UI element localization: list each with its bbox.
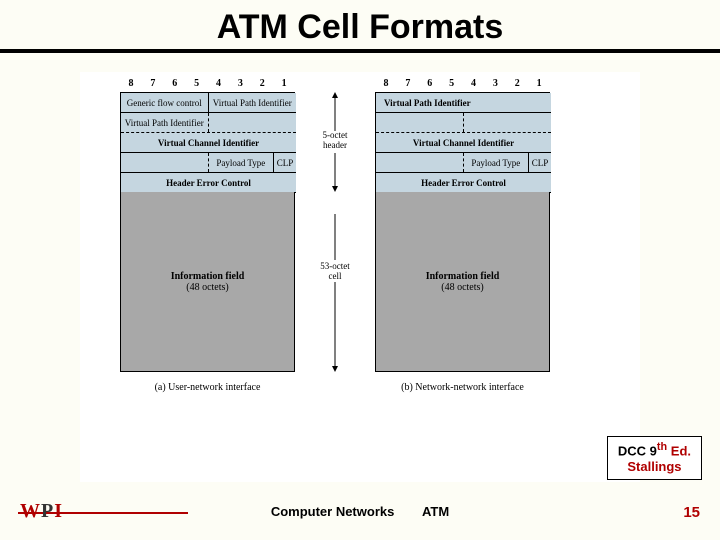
footer: WPI Computer Networks ATM 15: [0, 504, 720, 528]
bit-label: 2: [251, 78, 273, 89]
bit-label: 3: [229, 78, 251, 89]
info-field-label: Information field: [171, 271, 245, 282]
bit-label: 1: [528, 78, 550, 89]
reference-box: DCC 9th Ed. Stallings: [607, 436, 702, 480]
info-field-sub: (48 octets): [186, 282, 229, 293]
ref-text-a: DCC 9: [618, 444, 657, 459]
bit-label: 6: [164, 78, 186, 89]
bit-label: 4: [463, 78, 485, 89]
bit-label: 7: [142, 78, 164, 89]
info-field-sub: (48 octets): [441, 282, 484, 293]
bit-label: 1: [273, 78, 295, 89]
bit-label: 5: [441, 78, 463, 89]
cell-field: Virtual Path Identifier: [121, 113, 209, 132]
cell-field: Virtual Path Identifier: [209, 93, 297, 112]
dimension-label: 5-octet header: [313, 131, 357, 151]
cell-field: Generic flow control: [121, 93, 209, 112]
cell-header-block: Generic flow control Virtual Path Identi…: [120, 92, 295, 193]
cell-header-block: Virtual Path Identifier Virtual Channel …: [375, 92, 550, 193]
cell-field: Header Error Control: [121, 173, 296, 193]
cell-field: Virtual Channel Identifier: [376, 133, 551, 153]
info-field: Information field (48 octets): [120, 192, 295, 372]
cell-caption: (a) User-network interface: [120, 382, 295, 393]
cell-field: Payload Type: [209, 153, 275, 172]
cell-field: Virtual Path Identifier: [376, 93, 551, 113]
cell-caption: (b) Network-network interface: [375, 382, 550, 393]
cell-field: [464, 113, 552, 132]
bit-label: 6: [419, 78, 441, 89]
cell-field: Payload Type: [464, 153, 530, 172]
bit-label: 4: [208, 78, 230, 89]
ref-text-b: Ed.: [667, 444, 691, 459]
diagram-area: 87654321 Generic flow control Virtual Pa…: [80, 72, 640, 482]
info-field: Information field (48 octets): [375, 192, 550, 372]
slide-title: ATM Cell Formats: [0, 8, 720, 47]
cell-field: [376, 153, 464, 172]
footer-course: Computer Networks: [271, 504, 395, 519]
cell-field: [121, 153, 209, 172]
cell-field: Virtual Channel Identifier: [121, 133, 296, 153]
cell-field: Header Error Control: [376, 173, 551, 193]
page-number: 15: [683, 504, 700, 521]
ref-author: Stallings: [618, 459, 691, 475]
title-underline: [0, 49, 720, 53]
info-field-label: Information field: [426, 271, 500, 282]
bit-label: 3: [484, 78, 506, 89]
cell-field: CLP: [529, 153, 551, 172]
dimension-label: 53-octetcell: [313, 262, 357, 282]
title-region: ATM Cell Formats: [0, 0, 720, 49]
bit-label: 5: [186, 78, 208, 89]
cell-field: [209, 113, 297, 132]
cell-field: CLP: [274, 153, 296, 172]
cell-field: [376, 113, 464, 132]
ref-sup: th: [657, 441, 667, 453]
bit-label: 8: [120, 78, 142, 89]
footer-topic: ATM: [422, 504, 449, 519]
bit-label: 2: [506, 78, 528, 89]
footer-center: Computer Networks ATM: [0, 504, 720, 519]
bit-label: 8: [375, 78, 397, 89]
bit-label: 7: [397, 78, 419, 89]
